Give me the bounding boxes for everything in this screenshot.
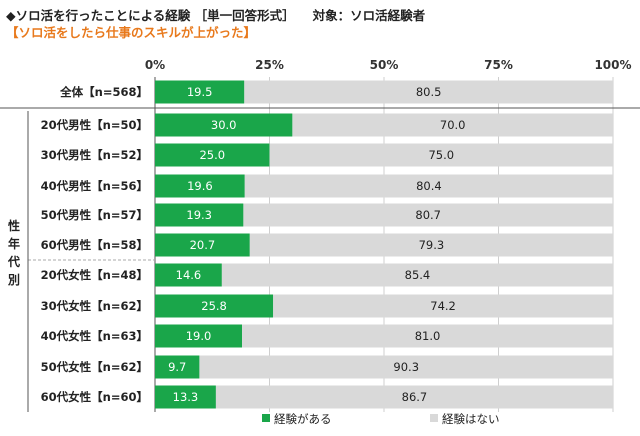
category-label: 60代男性【n=58】 xyxy=(41,238,148,252)
bar-experienced xyxy=(155,80,245,104)
bar-experienced xyxy=(155,203,244,227)
bar-experienced xyxy=(155,233,250,257)
category-label: 50代男性【n=57】 xyxy=(41,208,148,222)
bar-not-experienced xyxy=(221,263,614,287)
data-label: 19.3 xyxy=(186,208,212,222)
data-label: 90.3 xyxy=(393,360,419,374)
bar-not-experienced xyxy=(269,143,613,167)
data-label: 74.2 xyxy=(430,299,456,313)
data-label: 85.4 xyxy=(405,268,431,282)
category-label: 30代女性【n=62】 xyxy=(41,299,148,313)
x-tick-label: 50% xyxy=(370,58,399,72)
category-label: 20代男性【n=50】 xyxy=(41,118,148,132)
bar-experienced xyxy=(155,324,243,348)
data-label: 25.8 xyxy=(201,299,227,313)
bar-experienced xyxy=(155,113,293,137)
chart-title-text: ◆ソロ活を行ったことによる経験 ［単一回答形式］ xyxy=(6,8,295,23)
category-label: 20代女性【n=48】 xyxy=(41,268,148,282)
x-tick-label: 100% xyxy=(594,58,631,72)
bar-experienced xyxy=(155,263,222,287)
chart-subtitle: 【ソロ活をしたら仕事のスキルが上がった】 xyxy=(6,25,257,40)
data-label: 80.4 xyxy=(416,179,442,193)
chart-target-text: 対象：ソロ活経験者 xyxy=(312,8,426,23)
legend-label: 経験がある xyxy=(274,412,332,426)
data-label: 13.3 xyxy=(173,390,199,404)
data-label: 81.0 xyxy=(415,329,441,343)
category-label: 40代女性【n=63】 xyxy=(41,329,148,343)
bar-not-experienced xyxy=(273,294,613,318)
data-label: 20.7 xyxy=(190,238,216,252)
data-label: 19.5 xyxy=(187,85,213,99)
data-label: 14.6 xyxy=(176,268,202,282)
chart-title: ◆ソロ活を行ったことによる経験 ［単一回答形式］ 対象：ソロ活経験者 xyxy=(6,5,443,24)
bar-experienced xyxy=(155,294,274,318)
data-label: 86.7 xyxy=(402,390,428,404)
bar-experienced xyxy=(155,385,216,409)
data-label: 25.0 xyxy=(199,148,225,162)
category-label: 50代女性【n=62】 xyxy=(41,360,148,374)
x-tick-label: 75% xyxy=(484,58,513,72)
legend-swatch xyxy=(262,414,270,422)
bar-not-experienced xyxy=(249,233,613,257)
category-label: 30代男性【n=52】 xyxy=(41,148,148,162)
category-label: 60代女性【n=60】 xyxy=(41,390,148,404)
group-label-char: 年 xyxy=(8,236,20,251)
data-label: 80.5 xyxy=(416,85,442,99)
bar-not-experienced xyxy=(244,174,613,198)
legend-swatch xyxy=(430,414,438,422)
data-label: 19.6 xyxy=(187,179,213,193)
data-label: 75.0 xyxy=(428,148,454,162)
bar-not-experienced xyxy=(215,385,613,409)
group-label-char: 別 xyxy=(7,273,20,287)
bar-experienced xyxy=(155,174,245,198)
bar-not-experienced xyxy=(199,355,613,379)
category-label: 40代男性【n=56】 xyxy=(41,179,148,193)
x-tick-label: 25% xyxy=(255,58,284,72)
bar-experienced xyxy=(155,355,200,379)
data-label: 30.0 xyxy=(211,118,237,132)
bar-experienced xyxy=(155,143,270,167)
legend-label: 経験はない xyxy=(442,412,500,426)
data-label: 70.0 xyxy=(440,118,466,132)
bar-not-experienced xyxy=(243,203,614,227)
group-label-char: 代 xyxy=(7,254,20,269)
data-label: 19.0 xyxy=(186,329,212,343)
x-tick-label: 0% xyxy=(145,58,165,72)
bar-not-experienced xyxy=(242,324,613,348)
data-label: 79.3 xyxy=(419,238,445,252)
bar-not-experienced xyxy=(292,113,613,137)
data-label: 80.7 xyxy=(415,208,441,222)
group-label-char: 性 xyxy=(7,218,20,233)
category-label: 全体【n=568】 xyxy=(59,85,148,99)
data-label: 9.7 xyxy=(168,360,186,374)
bar-not-experienced xyxy=(244,80,613,104)
